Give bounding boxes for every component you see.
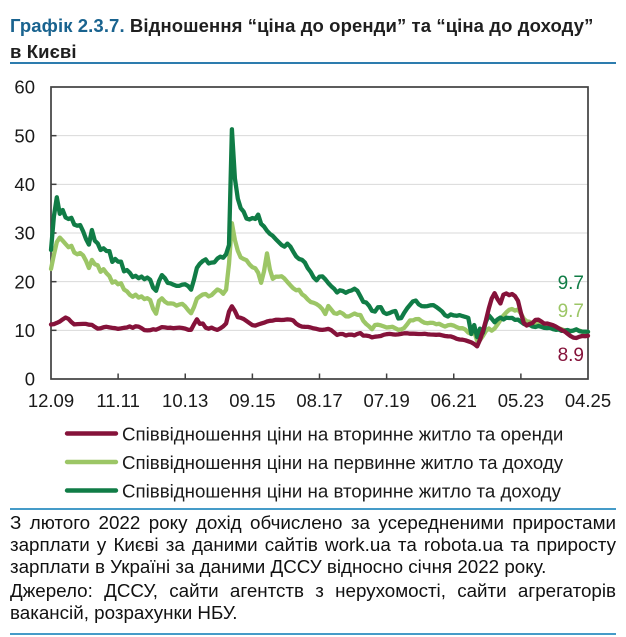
svg-text:12.09: 12.09: [28, 390, 74, 411]
svg-text:11.11: 11.11: [96, 390, 140, 411]
svg-text:10: 10: [14, 320, 35, 341]
svg-text:Співвідношення ціни на первинн: Співвідношення ціни на первинне житло та…: [122, 452, 564, 473]
svg-text:08.17: 08.17: [296, 390, 342, 411]
svg-text:06.21: 06.21: [431, 390, 477, 411]
svg-text:9.7: 9.7: [558, 273, 584, 294]
svg-text:60: 60: [14, 77, 35, 98]
svg-text:40: 40: [14, 174, 35, 195]
svg-text:Співвідношення ціни на вторинн: Співвідношення ціни на вторинне житло та…: [122, 423, 563, 444]
svg-text:50: 50: [14, 125, 35, 146]
svg-text:07.19: 07.19: [363, 390, 409, 411]
svg-text:10.13: 10.13: [162, 390, 208, 411]
svg-text:20: 20: [14, 271, 35, 292]
svg-text:0: 0: [25, 369, 35, 390]
svg-text:05.23: 05.23: [498, 390, 544, 411]
svg-text:04.25: 04.25: [565, 390, 611, 411]
svg-text:9.7: 9.7: [558, 301, 584, 322]
svg-text:30: 30: [14, 223, 35, 244]
svg-text:09.15: 09.15: [229, 390, 275, 411]
svg-text:Співвідношення ціни на вторинн: Співвідношення ціни на вторинне житло та…: [122, 480, 562, 501]
svg-text:8.9: 8.9: [558, 345, 584, 366]
